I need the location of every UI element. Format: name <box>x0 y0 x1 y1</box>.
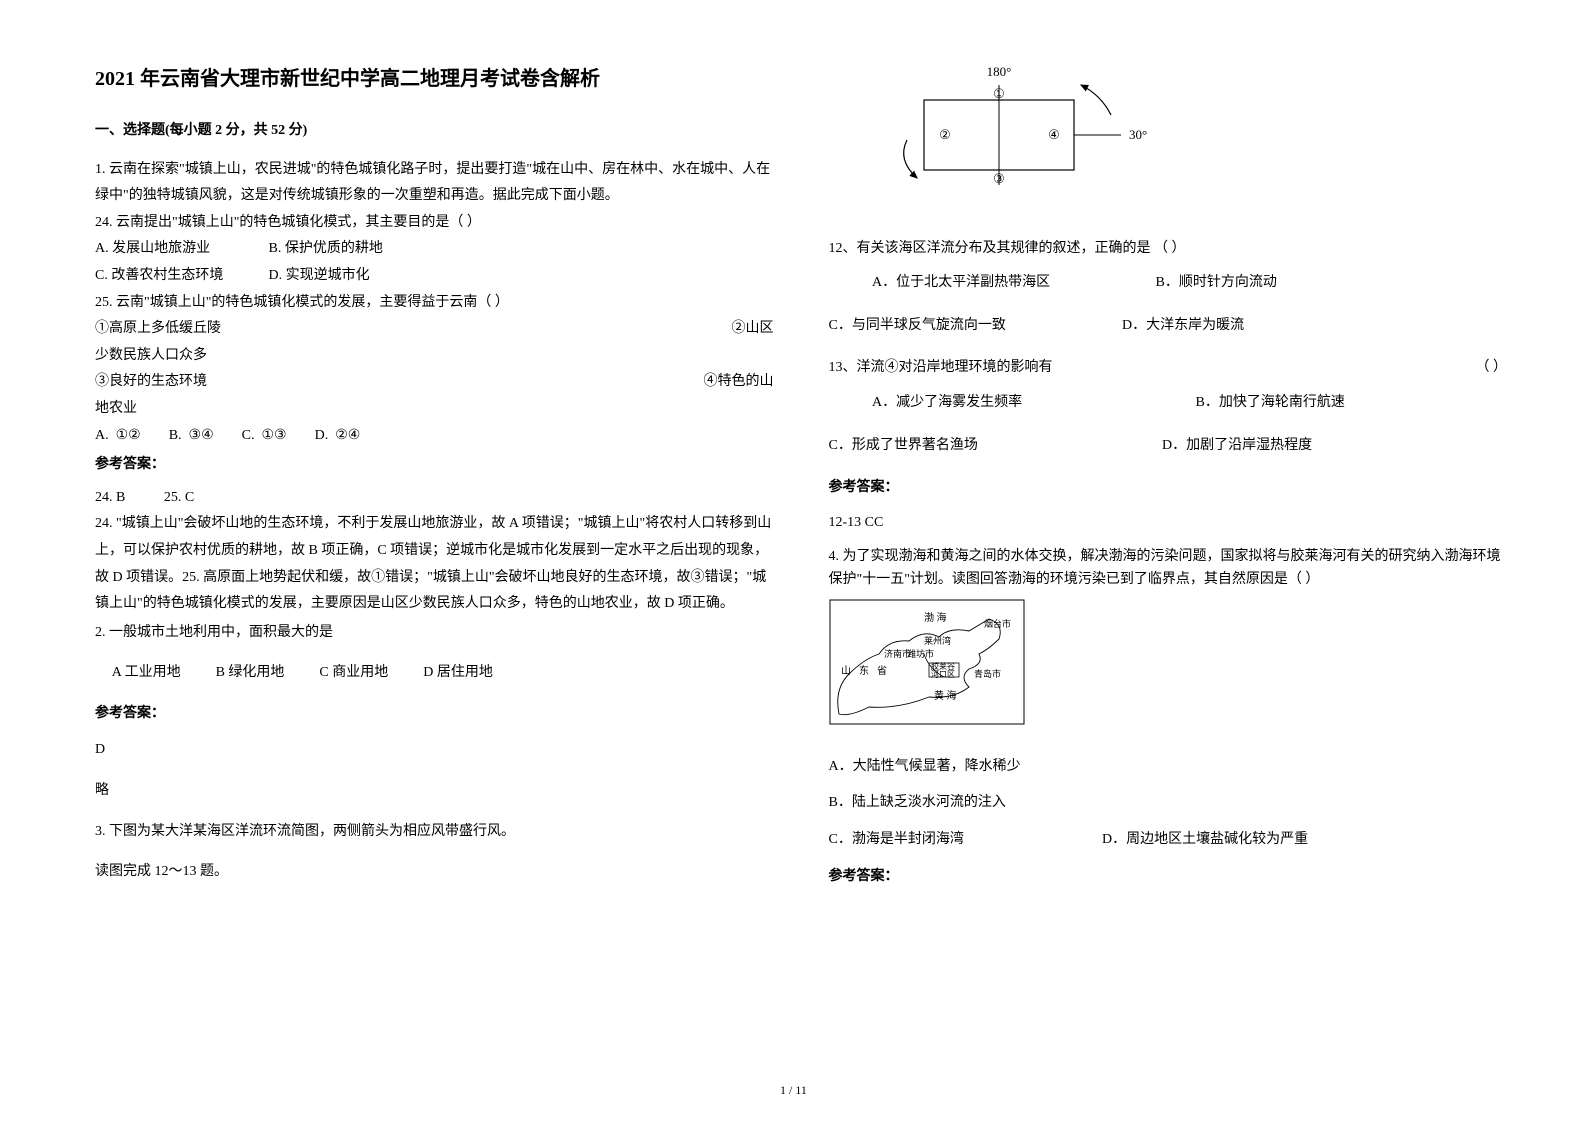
q13-stem-r: （ ） <box>1476 355 1508 382</box>
section-head: 一、选择题(每小题 2 分，共 52 分) <box>95 118 774 145</box>
q1-sub25-choices: A. ①② B. ③④ C. ①③ D. ②④ <box>95 423 774 450</box>
opt-a: A．大陆性气候显著，降水稀少 <box>829 754 1508 781</box>
answer-label: 参考答案： <box>829 475 1508 502</box>
q2-answer: D <box>95 737 774 764</box>
opt-d: D．周边地区土壤盐碱化较为严重 <box>1102 832 1308 847</box>
q4-options: A．大陆性气候显著，降水稀少 B．陆上缺乏淡水河流的注入 C．渤海是半封闭海湾 … <box>829 754 1508 854</box>
q1-sub25-o2: 少数民族人口众多 <box>95 343 774 370</box>
q1-sub24-opts-row1: A. 发展山地旅游业 B. 保护优质的耕地 <box>95 236 774 263</box>
q12-row1: A．位于北太平洋副热带海区 B．顺时针方向流动 <box>829 270 1508 297</box>
page-title: 2021 年云南省大理市新世纪中学高二地理月考试卷含解析 <box>95 60 774 98</box>
lbl-bohai: 渤 海 <box>924 611 947 624</box>
q1-stem: 1. 云南在探索"城镇上山，农民进城"的特色城镇化路子时，提出要打造"城在山中、… <box>95 157 774 210</box>
q3-stem: 3. 下图为某大洋某海区洋流环流简图，两侧箭头为相应风带盛行风。 <box>95 819 774 846</box>
left-column: 2021 年云南省大理市新世纪中学高二地理月考试卷含解析 一、选择题(每小题 2… <box>95 60 774 890</box>
q2-opts: A 工业用地 B 绿化用地 C 商业用地 D 居住用地 <box>95 660 774 687</box>
q2-explanation: 略 <box>95 778 774 805</box>
q13-row1: A．减少了海雾发生频率 B．加快了海轮南行航速 <box>829 390 1508 417</box>
opt-b: B．加快了海轮南行航速 <box>1196 395 1345 410</box>
answer-label: 参考答案： <box>95 452 774 479</box>
q2-stem: 2. 一般城市土地利用中，面积最大的是 <box>95 620 774 647</box>
opt-c: C．与同半球反气旋流向一致 <box>829 313 1119 340</box>
map-svg: 渤 海 烟台市 莱州湾 济南市 潍坊市 山 东 省 胶莱谷 河口区 青岛市 黄 … <box>829 599 1029 729</box>
opt-a: A．位于北太平洋副热带海区 <box>872 270 1152 297</box>
q13-stem-l: 13、洋流④对沿岸地理环境的影响有 <box>829 355 1053 382</box>
lbl-laizhou: 莱州湾 <box>924 635 951 646</box>
opt-b: B．顺时针方向流动 <box>1156 275 1277 290</box>
page-footer: 1 / 11 <box>0 1079 1587 1102</box>
shandong-map: 渤 海 烟台市 莱州湾 济南市 潍坊市 山 东 省 胶莱谷 河口区 青岛市 黄 … <box>829 599 1508 740</box>
answer-label: 参考答案： <box>95 701 774 728</box>
q4-stem: 4. 为了实现渤海和黄海之间的水体交换，解决渤海的污染问题，国家拟将与胶莱海河有… <box>829 546 1508 591</box>
answer-label: 参考答案： <box>829 864 1508 891</box>
ans1213: 12-13 CC <box>829 510 1508 537</box>
q1-sub24-opts-row2: C. 改善农村生态环境 D. 实现逆城市化 <box>95 263 774 290</box>
opt-b: B．陆上缺乏淡水河流的注入 <box>829 790 1508 817</box>
opt-a: A．减少了海雾发生频率 <box>872 390 1192 417</box>
right-column: 180° 30° ① ② ③ ④ 12、有关该海区洋流分布及其规律的叙述，正确的… <box>829 60 1508 890</box>
q1-answer: 24. B 25. C <box>95 485 774 512</box>
n1: ① <box>993 86 1005 101</box>
opt-d: D．加剧了沿岸湿热程度 <box>1162 438 1312 453</box>
label-30: 30° <box>1129 127 1147 142</box>
q1-sub25-o4: 地农业 <box>95 396 774 423</box>
q1-sub25-o1: ①高原上多低缓丘陵 ②山区 <box>95 316 774 343</box>
o3r: ④特色的山 <box>704 369 774 396</box>
opt-a: A. 发展山地旅游业 <box>95 236 265 263</box>
lbl-qingdao: 青岛市 <box>974 668 1001 679</box>
q13-row2: C．形成了世界著名渔场 D．加剧了沿岸湿热程度 <box>829 433 1508 460</box>
lbl-s1: 山 <box>841 665 851 677</box>
n2: ② <box>939 127 951 142</box>
lbl-kou: 河口区 <box>931 669 955 679</box>
opt-c: C. 改善农村生态环境 <box>95 263 265 290</box>
q1-sub25-o3: ③良好的生态环境 ④特色的山 <box>95 369 774 396</box>
lbl-s3: 省 <box>877 664 887 677</box>
q3-cont: 读图完成 12～13 题。 <box>95 859 774 886</box>
q4-row-cd: C．渤海是半封闭海湾 D．周边地区土壤盐碱化较为严重 <box>829 827 1508 854</box>
q1-sub25: 25. 云南"城镇上山"的特色城镇化模式的发展，主要得益于云南（ ） <box>95 290 774 317</box>
lbl-weifang: 潍坊市 <box>907 648 934 659</box>
label-180: 180° <box>986 64 1011 79</box>
o3l: ③良好的生态环境 <box>95 369 207 396</box>
opt-d: D．大洋东岸为暖流 <box>1122 318 1244 333</box>
diagram-svg: 180° 30° ① ② ③ ④ <box>889 60 1189 210</box>
o1r: ②山区 <box>732 316 774 343</box>
lbl-yantai: 烟台市 <box>984 618 1011 629</box>
q12-stem: 12、有关该海区洋流分布及其规律的叙述，正确的是 （ ） <box>829 236 1508 263</box>
q12-row2: C．与同半球反气旋流向一致 D．大洋东岸为暖流 <box>829 313 1508 340</box>
q1-explanation: 24. "城镇上山"会破坏山地的生态环境，不利于发展山地旅游业，故 A 项错误；… <box>95 511 774 617</box>
n3: ③ <box>993 171 1005 186</box>
q1-sub24: 24. 云南提出"城镇上山"的特色城镇化模式，其主要目的是（ ） <box>95 210 774 237</box>
n4: ④ <box>1048 127 1060 142</box>
opt-d: D. 实现逆城市化 <box>269 268 370 283</box>
q13-stem: 13、洋流④对沿岸地理环境的影响有 （ ） <box>829 355 1508 382</box>
opt-b: B. 保护优质的耕地 <box>269 241 383 256</box>
o1l: ①高原上多低缓丘陵 <box>95 316 221 343</box>
opt-c: C．形成了世界著名渔场 <box>829 433 1159 460</box>
ocean-current-diagram: 180° 30° ① ② ③ ④ <box>889 60 1508 221</box>
lbl-s2: 东 <box>859 664 869 677</box>
opt-c: C．渤海是半封闭海湾 <box>829 827 1099 854</box>
lbl-huanghai: 黄 海 <box>934 689 957 702</box>
